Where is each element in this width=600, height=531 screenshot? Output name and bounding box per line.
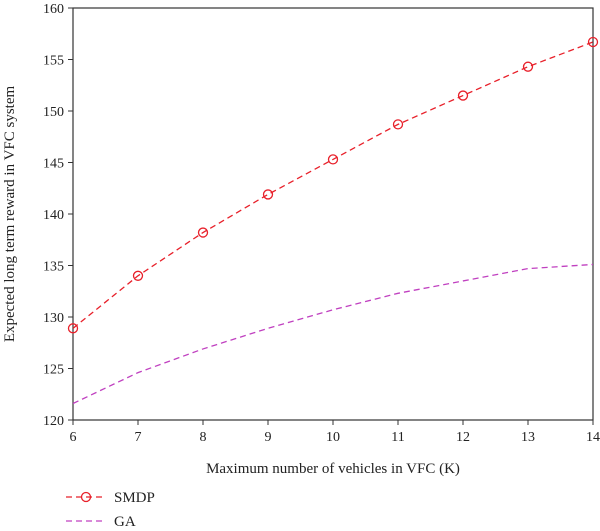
plot-frame — [73, 8, 593, 420]
y-tick-label: 160 — [43, 2, 64, 17]
y-axis-label: Expected long term reward in VFC system — [2, 85, 18, 342]
y-tick-label: 150 — [43, 105, 64, 120]
y-tick-label: 140 — [43, 208, 64, 223]
y-tick-label: 125 — [43, 363, 64, 378]
x-tick-label: 9 — [265, 430, 272, 445]
x-axis-label: Maximum number of vehicles in VFC (K) — [206, 461, 460, 477]
data-point-smdp — [524, 62, 533, 71]
x-tick-label: 8 — [200, 430, 207, 445]
legend-label-smdp: SMDP — [114, 490, 155, 506]
data-point-smdp — [264, 190, 273, 199]
y-tick-label: 135 — [43, 260, 64, 275]
y-tick-label: 120 — [43, 414, 64, 429]
y-tick-label: 145 — [43, 157, 64, 172]
legend-label-ga: GA — [114, 514, 136, 530]
series-line-smdp — [73, 42, 593, 328]
x-tick-label: 13 — [521, 430, 535, 445]
line-chart: 6 7 8 9 10 11 12 13 14 120 125 130 135 140 145 150 155 16… — [0, 0, 600, 531]
y-tick-label: 130 — [43, 311, 64, 326]
x-tick-label: 6 — [70, 430, 77, 445]
x-tick-label: 11 — [391, 430, 404, 445]
x-tick-label: 10 — [326, 430, 340, 445]
x-tick-label: 12 — [456, 430, 470, 445]
series-line-ga — [73, 264, 593, 403]
x-tick-label: 14 — [586, 430, 600, 445]
x-tick-label: 7 — [135, 430, 142, 445]
y-tick-label: 155 — [43, 54, 64, 69]
